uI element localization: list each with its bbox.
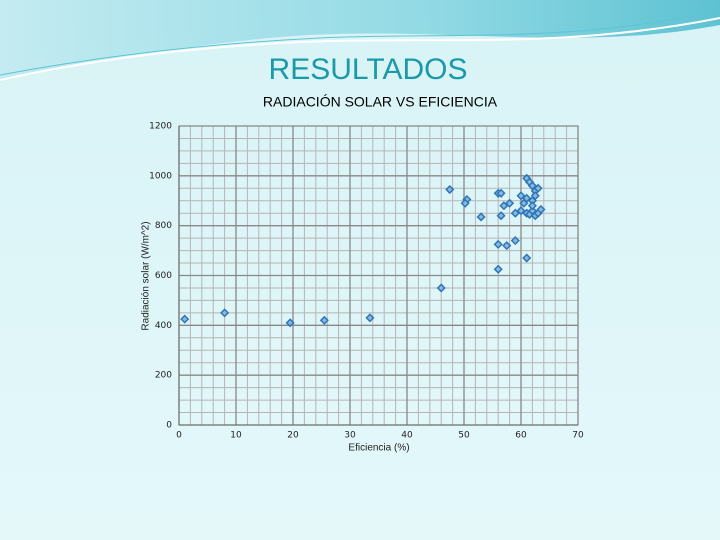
point [530, 191, 540, 201]
point [533, 183, 543, 193]
point [499, 201, 509, 211]
point [522, 193, 532, 203]
y-tick-label: 1000 [149, 171, 172, 181]
point [220, 308, 230, 318]
point [510, 208, 520, 218]
point [505, 198, 515, 208]
point [365, 313, 375, 323]
y-tick-label: 0 [166, 421, 172, 431]
point [496, 211, 506, 221]
header-curve [0, 17, 720, 81]
x-tick-label: 20 [287, 431, 299, 441]
point [319, 315, 329, 325]
point [180, 314, 190, 324]
x-tick-label: 0 [176, 431, 182, 441]
y-tick-label: 200 [155, 371, 172, 381]
header-wave [0, 0, 720, 80]
x-tick-label: 40 [401, 431, 413, 441]
point [516, 206, 526, 216]
point [510, 236, 520, 246]
point [445, 184, 455, 195]
x-tick-label: 60 [515, 431, 527, 441]
x-tick-label: 30 [344, 431, 356, 441]
y-tick-label: 600 [155, 271, 172, 281]
point [493, 239, 503, 249]
y-tick-label: 400 [155, 321, 172, 331]
header-curve [0, 9, 720, 76]
point [522, 253, 532, 263]
x-tick-label: 10 [230, 431, 242, 441]
point [436, 283, 446, 293]
y-tick-label: 1200 [149, 122, 172, 132]
point [460, 198, 470, 208]
point [502, 241, 512, 251]
y-tick-label: 800 [155, 221, 172, 231]
slide-title: RESULTADOS [269, 53, 468, 86]
point [536, 204, 546, 215]
x-axis-label: Eficiencia (%) [348, 443, 409, 454]
y-axis-label: Radiación solar (W/m^2) [141, 221, 152, 330]
x-tick-label: 70 [572, 431, 584, 441]
point [516, 191, 526, 201]
chart-title: RADIACIÓN SOLAR VS EFICIENCIA [263, 94, 498, 110]
point [476, 212, 486, 222]
point [493, 264, 503, 274]
point [527, 201, 537, 211]
point [496, 188, 506, 198]
point [285, 318, 295, 328]
x-tick-label: 50 [458, 431, 470, 441]
